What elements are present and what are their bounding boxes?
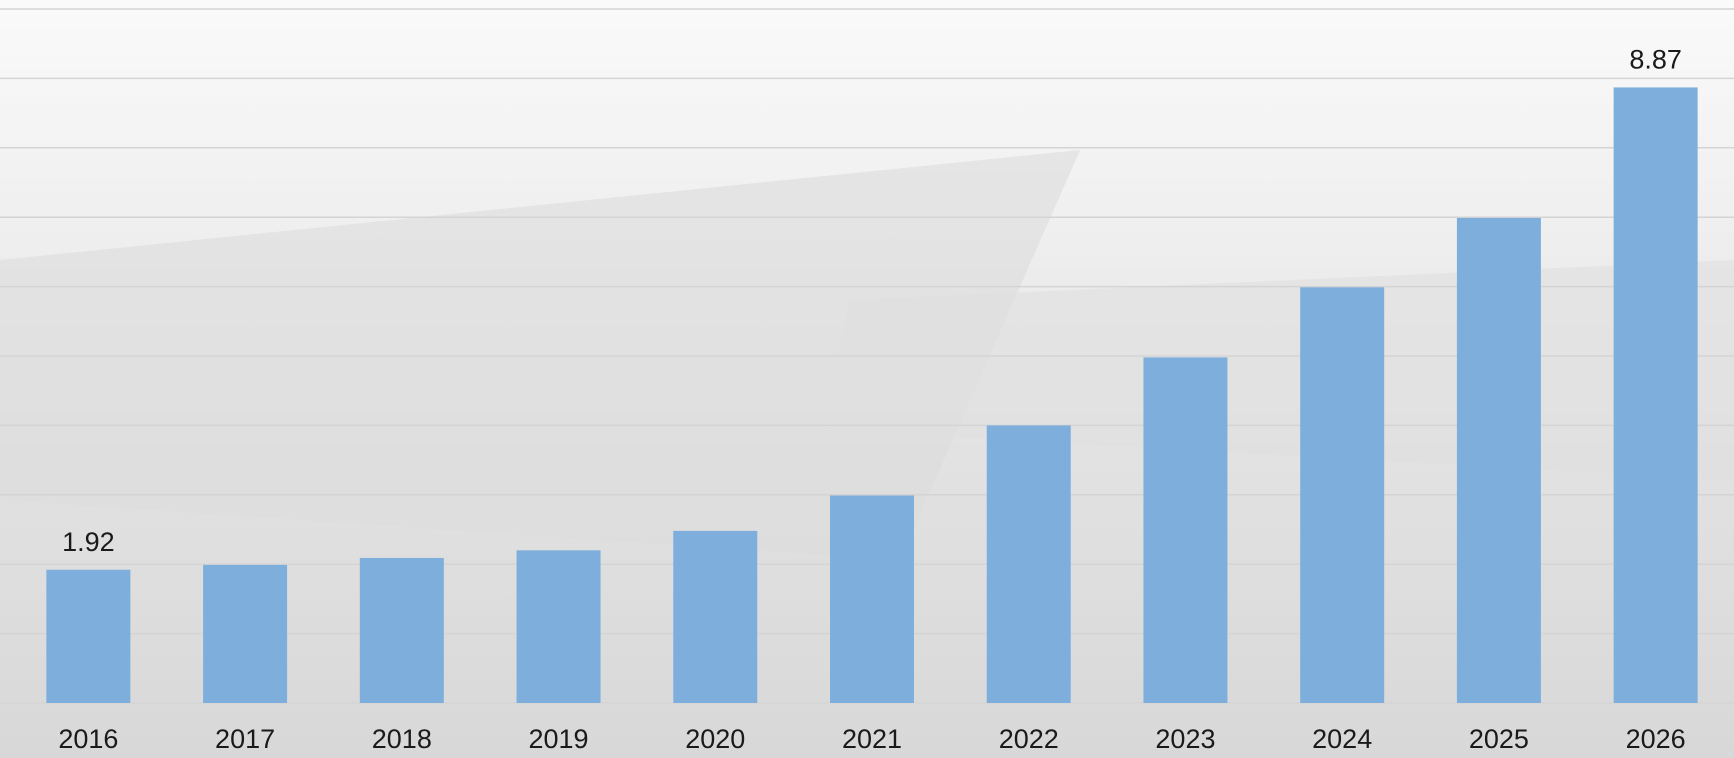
x-tick-label: 2025 [1469,724,1529,754]
background-panels [0,150,1080,560]
data-label: 8.87 [1629,45,1682,75]
x-tick-label: 2024 [1312,724,1372,754]
bar [830,495,914,703]
x-tick-label: 2026 [1626,724,1686,754]
bar [1300,287,1385,703]
x-tick-label: 2016 [58,724,118,754]
bar [673,530,758,703]
x-tick-label: 2018 [372,724,432,754]
bar [1613,87,1698,703]
x-tick-label: 2021 [842,724,902,754]
x-tick-label: 2017 [215,724,275,754]
bar [1143,357,1228,703]
bar [203,564,288,703]
data-label: 1.92 [62,527,115,557]
bar [986,425,1071,703]
bar [359,557,444,703]
x-tick-label: 2019 [529,724,589,754]
x-tick-label: 2020 [685,724,745,754]
bar [46,569,131,703]
x-tick-label: 2022 [999,724,1059,754]
x-tick-label: 2023 [1155,724,1215,754]
bar [1456,217,1541,704]
bar [516,550,601,703]
